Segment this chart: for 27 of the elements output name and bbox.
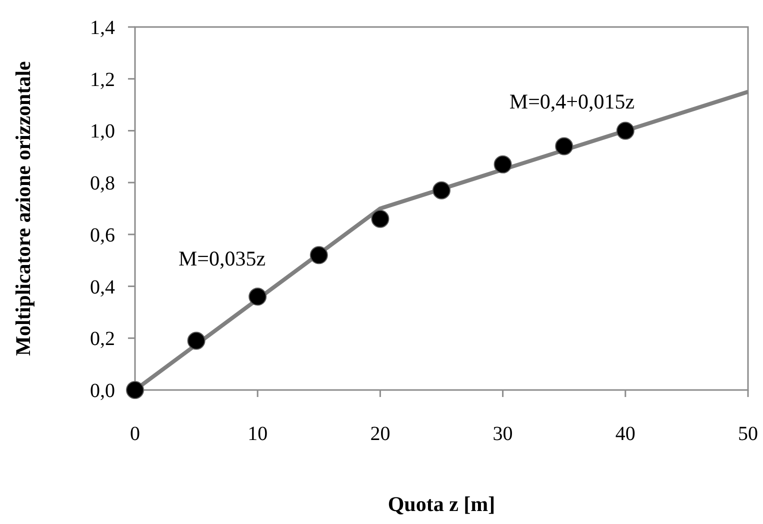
x-tick-label: 30 <box>492 423 513 445</box>
y-tick-label: 1,2 <box>90 68 115 91</box>
point <box>494 155 512 174</box>
x-axis-title: Quota z [m] <box>388 492 496 516</box>
y-tick-label: 1,0 <box>90 120 115 143</box>
annotation: M=0,4+0,015z <box>509 89 635 114</box>
x-tick-label: 50 <box>738 423 758 445</box>
x-tick-label: 40 <box>615 423 636 445</box>
point <box>126 381 144 399</box>
point <box>555 137 574 156</box>
y-tick-label: 0,6 <box>90 224 115 246</box>
annotation: M=0,035z <box>178 246 266 270</box>
y-tick-label: 1,4 <box>90 17 115 39</box>
y-tick-label: 0,2 <box>90 328 115 350</box>
point <box>248 288 267 306</box>
x-tick-label: 0 <box>130 423 140 445</box>
point <box>310 246 328 264</box>
y-tick-label: 0,0 <box>90 380 115 402</box>
y-tick-label: 0,8 <box>90 172 115 195</box>
y-axis-title: Moltiplicatore azione orizzontale <box>11 61 35 356</box>
y-tick-label: 0,4 <box>90 276 115 298</box>
point <box>187 332 206 350</box>
x-tick-label: 10 <box>248 423 268 445</box>
point <box>616 122 634 140</box>
x-tick-label: 20 <box>370 423 390 445</box>
point <box>432 181 450 200</box>
point <box>371 210 390 228</box>
